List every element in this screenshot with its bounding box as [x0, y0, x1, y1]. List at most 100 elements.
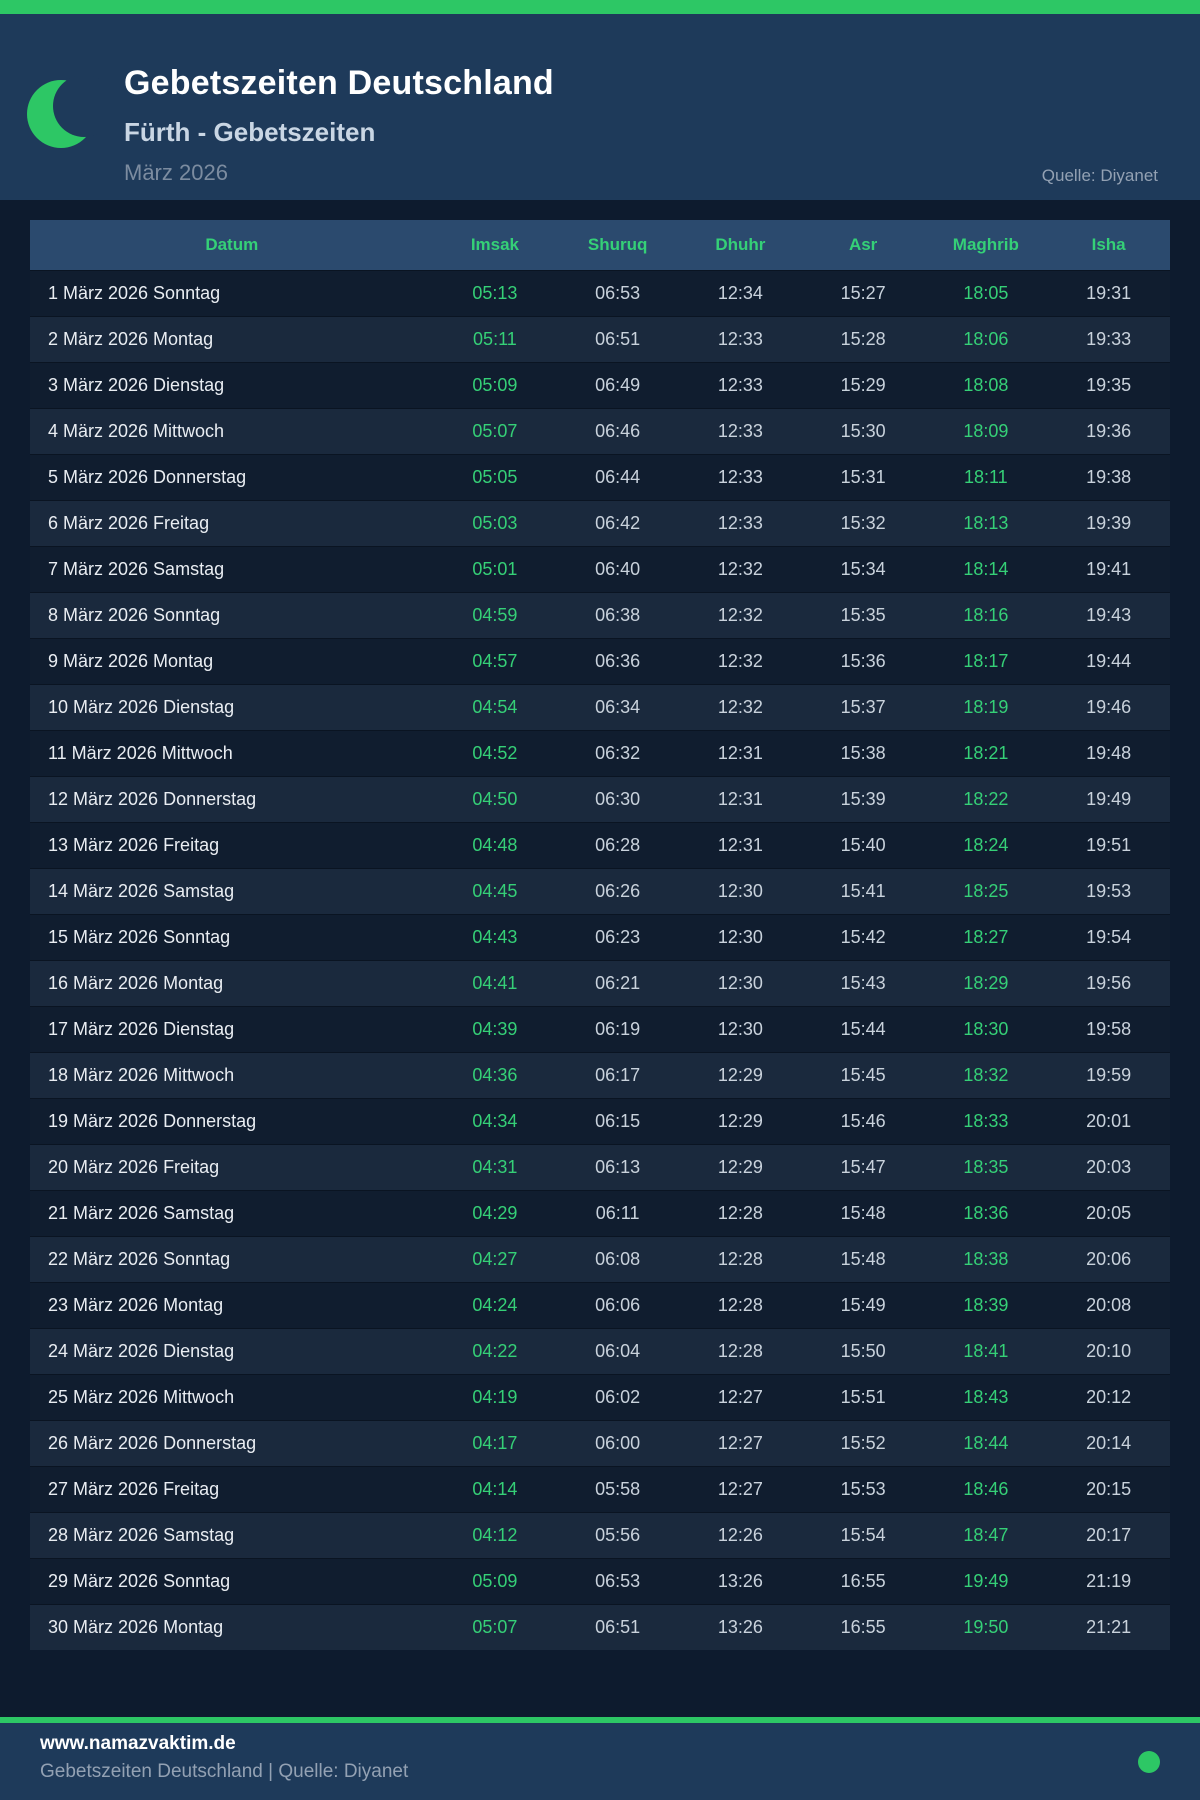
time-cell: 06:02	[595, 1386, 641, 1407]
time-cell: 15:31	[840, 466, 886, 487]
time-cell: 04:19	[472, 1386, 518, 1407]
time-cell: 15:53	[840, 1478, 886, 1499]
time-cell: 18:08	[963, 374, 1009, 395]
time-cell: 15:35	[840, 604, 886, 625]
time-cell: 21:19	[1086, 1570, 1132, 1591]
datum-cell: 9 März 2026 Montag	[48, 650, 214, 671]
time-cell: 04:27	[472, 1248, 518, 1269]
table-row: 1 März 2026 Sonntag 05:13 06:53 12:34 15:27 1…	[30, 270, 1170, 316]
table-row: 27 März 2026 Freitag 04:14 05:58 12:27 15:53…	[30, 1466, 1170, 1512]
time-cell: 19:56	[1086, 972, 1132, 993]
column-header-shuruq: Shuruq	[556, 220, 680, 270]
time-cell: 19:58	[1086, 1018, 1132, 1039]
time-cell: 12:32	[717, 650, 763, 671]
time-cell: 06:34	[595, 696, 641, 717]
table-row: 16 März 2026 Montag 04:41 06:21 12:30 15:43 1…	[30, 960, 1170, 1006]
time-cell: 04:31	[472, 1156, 518, 1177]
time-cell: 12:33	[717, 512, 763, 533]
time-cell: 15:47	[840, 1156, 886, 1177]
datum-cell: 13 März 2026 Freitag	[48, 834, 220, 855]
datum-cell: 18 März 2026 Mittwoch	[48, 1064, 235, 1085]
column-header-dhuhr: Dhuhr	[679, 220, 802, 270]
datum-cell: 2 März 2026 Montag	[48, 328, 214, 349]
time-cell: 12:29	[717, 1156, 763, 1177]
datum-cell: 8 März 2026 Sonntag	[48, 604, 221, 625]
time-cell: 15:38	[840, 742, 886, 763]
time-cell: 19:59	[1086, 1064, 1132, 1085]
time-cell: 06:11	[595, 1202, 640, 1223]
time-cell: 12:31	[717, 742, 763, 763]
time-cell: 05:01	[472, 558, 518, 579]
table-row: 25 März 2026 Mittwoch 04:19 06:02 12:27 15:5…	[30, 1374, 1170, 1420]
time-cell: 18:47	[963, 1524, 1009, 1545]
time-cell: 12:29	[717, 1064, 763, 1085]
table-row: 8 März 2026 Sonntag 04:59 06:38 12:32 15:35 1…	[30, 592, 1170, 638]
time-cell: 20:01	[1086, 1110, 1132, 1131]
time-cell: 04:12	[472, 1524, 518, 1545]
table-row: 17 März 2026 Dienstag 04:39 06:19 12:30 15:4…	[30, 1006, 1170, 1052]
time-cell: 04:48	[472, 834, 518, 855]
table-row: 12 März 2026 Donnerstag 04:50 06:30 12:31 15…	[30, 776, 1170, 822]
table-row: 13 März 2026 Freitag 04:48 06:28 12:31 15:40…	[30, 822, 1170, 868]
time-cell: 04:36	[472, 1064, 518, 1085]
time-cell: 18:21	[963, 742, 1009, 763]
time-cell: 15:36	[840, 650, 886, 671]
prayer-times-table: Datum Imsak Shuruq Dhuhr Asr Maghrib Isha 1 Mä…	[30, 220, 1170, 1650]
datum-cell: 11 März 2026 Mittwoch	[48, 742, 233, 763]
time-cell: 12:30	[717, 1018, 763, 1039]
time-cell: 15:49	[840, 1294, 886, 1315]
table-row: 21 März 2026 Samstag 04:29 06:11 12:28 15:48…	[30, 1190, 1170, 1236]
table-header-row: Datum Imsak Shuruq Dhuhr Asr Maghrib Isha	[30, 220, 1170, 270]
time-cell: 05:09	[472, 374, 518, 395]
time-cell: 04:52	[472, 742, 518, 763]
datum-cell: 21 März 2026 Samstag	[48, 1202, 235, 1223]
time-cell: 19:44	[1086, 650, 1132, 671]
time-cell: 12:33	[717, 466, 763, 487]
time-cell: 06:32	[595, 742, 641, 763]
time-cell: 06:13	[595, 1156, 641, 1177]
time-cell: 12:28	[717, 1294, 763, 1315]
column-header-isha: Isha	[1047, 220, 1170, 270]
time-cell: 20:12	[1086, 1386, 1132, 1407]
time-cell: 20:03	[1086, 1156, 1132, 1177]
time-cell: 19:51	[1086, 834, 1132, 855]
page-header: Gebetszeiten Deutschland Fürth - Gebetsz…	[0, 14, 1200, 200]
time-cell: 04:34	[472, 1110, 518, 1131]
website-label: www.namazvaktim.de	[40, 1733, 236, 1754]
time-cell: 18:44	[963, 1432, 1009, 1453]
time-cell: 06:15	[595, 1110, 641, 1131]
footer-tagline: Gebetszeiten Deutschland | Quelle: Diyan…	[40, 1761, 409, 1782]
time-cell: 04:41	[472, 972, 518, 993]
time-cell: 12:27	[717, 1386, 763, 1407]
datum-cell: 25 März 2026 Mittwoch	[48, 1386, 235, 1407]
datum-cell: 30 März 2026 Montag	[48, 1616, 224, 1637]
table-row: 7 März 2026 Samstag 05:01 06:40 12:32 15:34 1…	[30, 546, 1170, 592]
time-cell: 12:33	[717, 374, 763, 395]
time-cell: 12:30	[717, 926, 763, 947]
table-row: 10 März 2026 Dienstag 04:54 06:34 12:32 15:3…	[30, 684, 1170, 730]
time-cell: 06:17	[595, 1064, 641, 1085]
time-cell: 04:29	[472, 1202, 518, 1223]
time-cell: 18:46	[963, 1478, 1009, 1499]
column-header-maghrib: Maghrib	[924, 220, 1048, 270]
time-cell: 18:39	[963, 1294, 1009, 1315]
time-cell: 13:26	[717, 1570, 763, 1591]
table-row: 4 März 2026 Mittwoch 05:07 06:46 12:33 15:30…	[30, 408, 1170, 454]
time-cell: 12:34	[717, 282, 763, 303]
period-label: März 2026	[124, 160, 228, 185]
time-cell: 05:07	[472, 420, 518, 441]
time-cell: 18:38	[963, 1248, 1009, 1269]
time-cell: 16:55	[840, 1616, 886, 1637]
time-cell: 06:36	[595, 650, 641, 671]
time-cell: 04:50	[472, 788, 518, 809]
time-cell: 18:25	[963, 880, 1009, 901]
page-subtitle: Fürth - Gebetszeiten	[124, 117, 376, 147]
datum-cell: 29 März 2026 Sonntag	[48, 1570, 231, 1591]
time-cell: 15:43	[840, 972, 886, 993]
time-cell: 06:46	[595, 420, 641, 441]
datum-cell: 23 März 2026 Montag	[48, 1294, 224, 1315]
time-cell: 18:32	[963, 1064, 1009, 1085]
column-header-asr: Asr	[801, 220, 925, 270]
datum-cell: 6 März 2026 Freitag	[48, 512, 210, 533]
title-block: Gebetszeiten Deutschland Fürth - Gebetsz…	[124, 64, 554, 186]
